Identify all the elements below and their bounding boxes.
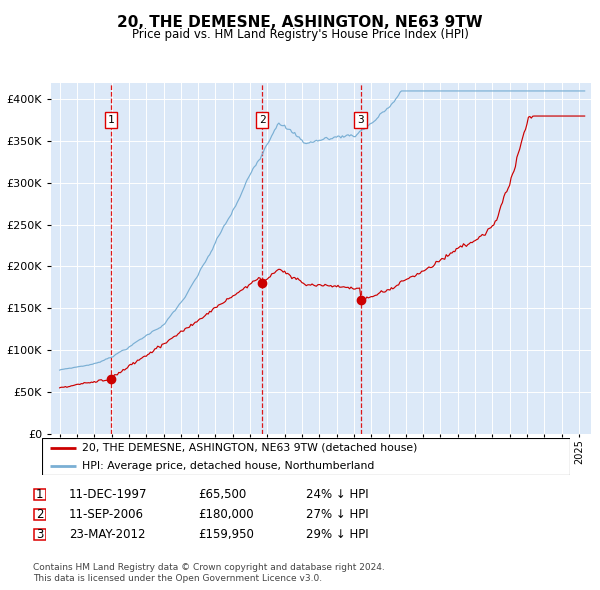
Text: 1: 1 <box>107 115 114 125</box>
Text: 11-SEP-2006: 11-SEP-2006 <box>69 508 144 521</box>
Text: 24% ↓ HPI: 24% ↓ HPI <box>306 488 368 501</box>
Text: 1: 1 <box>36 488 43 501</box>
Text: 3: 3 <box>36 528 43 541</box>
Text: 11-DEC-1997: 11-DEC-1997 <box>69 488 148 501</box>
Text: £159,950: £159,950 <box>198 528 254 541</box>
Text: 29% ↓ HPI: 29% ↓ HPI <box>306 528 368 541</box>
Text: HPI: Average price, detached house, Northumberland: HPI: Average price, detached house, Nort… <box>82 461 374 471</box>
Text: 20, THE DEMESNE, ASHINGTON, NE63 9TW (detached house): 20, THE DEMESNE, ASHINGTON, NE63 9TW (de… <box>82 443 417 453</box>
Text: 23-MAY-2012: 23-MAY-2012 <box>69 528 146 541</box>
Text: This data is licensed under the Open Government Licence v3.0.: This data is licensed under the Open Gov… <box>33 573 322 583</box>
Text: £65,500: £65,500 <box>198 488 246 501</box>
Text: Price paid vs. HM Land Registry's House Price Index (HPI): Price paid vs. HM Land Registry's House … <box>131 28 469 41</box>
Text: 2: 2 <box>36 508 43 521</box>
Text: 2: 2 <box>259 115 266 125</box>
Text: 20, THE DEMESNE, ASHINGTON, NE63 9TW: 20, THE DEMESNE, ASHINGTON, NE63 9TW <box>117 15 483 30</box>
Text: 27% ↓ HPI: 27% ↓ HPI <box>306 508 368 521</box>
Text: 3: 3 <box>357 115 364 125</box>
Text: £180,000: £180,000 <box>198 508 254 521</box>
Text: Contains HM Land Registry data © Crown copyright and database right 2024.: Contains HM Land Registry data © Crown c… <box>33 563 385 572</box>
